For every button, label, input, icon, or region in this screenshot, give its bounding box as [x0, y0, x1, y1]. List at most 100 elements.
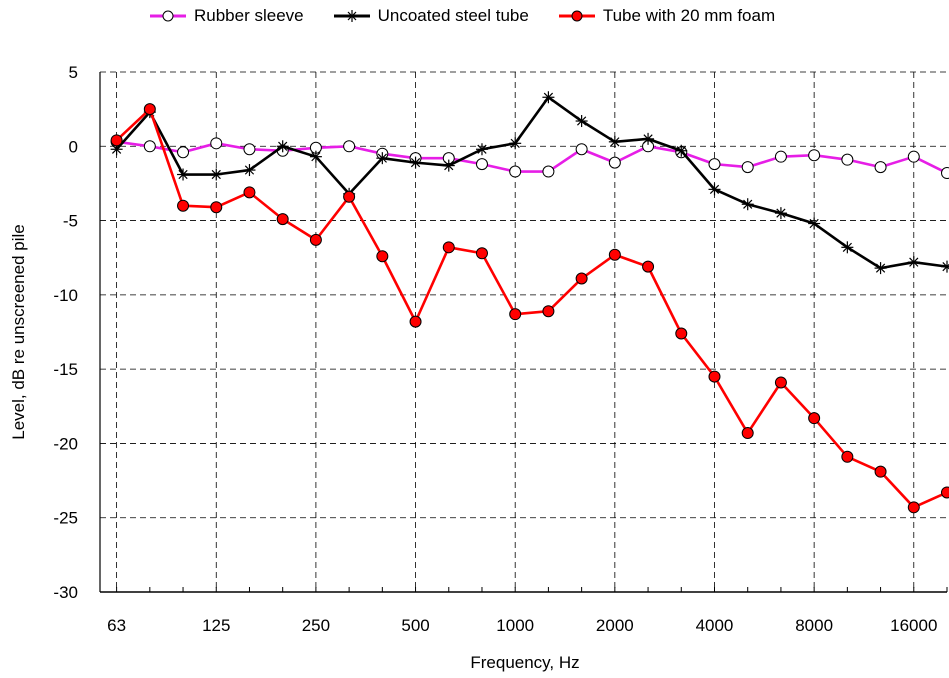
y-tick-label: -5 [63, 212, 78, 231]
asterisk-stroke [278, 141, 288, 151]
x-tick-label: 8000 [795, 616, 833, 635]
data-point [874, 161, 887, 174]
data-point [741, 427, 754, 440]
x-tick-label: 4000 [696, 616, 734, 635]
data-point [907, 150, 920, 163]
data-point [774, 376, 787, 389]
legend-label: Rubber sleeve [194, 6, 304, 25]
asterisk-stroke [410, 158, 421, 168]
series-1 [110, 91, 949, 275]
axes: 5 0 -5 -10 -15 -20 -25 -30 63 125 250 500 1000 2000 40… [53, 63, 948, 635]
data-point [309, 150, 322, 163]
data-point [608, 156, 621, 169]
asterisk-stroke [244, 165, 255, 175]
y-axis-title: Level, dB re unscreened pile [9, 224, 28, 439]
data-point [442, 241, 455, 254]
data-point [808, 412, 821, 425]
grid [100, 71, 947, 592]
legend-item-rubber-sleeve: Rubber sleeve [150, 6, 304, 26]
y-tick-label: 0 [69, 137, 78, 156]
asterisk-stroke [709, 184, 720, 194]
data-point [210, 137, 223, 150]
asterisk-stroke [178, 169, 188, 180]
data-point [675, 327, 688, 340]
data-point [675, 144, 688, 157]
x-tick-label: 2000 [596, 616, 634, 635]
asterisk-stroke [577, 116, 587, 126]
data-point [509, 137, 522, 150]
legend-label: Tube with 20 mm foam [602, 6, 776, 25]
data-point [542, 305, 555, 318]
data-point [243, 164, 256, 177]
asterisk-stroke [610, 137, 620, 147]
data-point [741, 161, 754, 174]
asterisk-stroke [643, 134, 653, 144]
data-point [210, 201, 223, 214]
asterisk-stroke [477, 144, 487, 154]
y-tick-label: -15 [53, 360, 78, 379]
data-point [874, 262, 887, 275]
asterisk-stroke [211, 169, 221, 180]
asterisk-stroke [809, 218, 819, 229]
data-point [243, 186, 256, 199]
series-0 [110, 135, 949, 180]
asterisk-stroke [377, 153, 387, 163]
data-point [575, 143, 588, 156]
legend-marker-open-circle-icon [150, 10, 186, 22]
data-point [475, 158, 488, 171]
data-point [509, 308, 522, 321]
data-point [243, 143, 256, 156]
x-tick-label: 250 [302, 616, 330, 635]
legend-marker-filled-circle-icon [558, 10, 595, 22]
legend-item-tube-foam: Tube with 20 mm foam [558, 6, 776, 26]
asterisk-stroke [909, 257, 919, 267]
data-point [841, 241, 854, 254]
data-point [177, 199, 190, 212]
data-point [642, 260, 655, 273]
data-point [941, 167, 949, 180]
y-tick-label: -30 [53, 583, 78, 602]
data-point [343, 140, 356, 153]
series-2 [110, 103, 949, 514]
data-point [841, 450, 854, 463]
data-point [575, 115, 588, 128]
data-point [210, 168, 223, 181]
x-tick-label: 125 [202, 616, 230, 635]
series-line [115, 95, 948, 270]
data-point [907, 501, 920, 514]
data-point [642, 132, 655, 145]
x-tick-label: 63 [107, 616, 126, 635]
legend-marker-asterisk-icon [333, 10, 370, 22]
data-point [575, 272, 588, 285]
asterisk-stroke [776, 208, 786, 218]
data-point [475, 247, 488, 260]
x-tick-label: 16000 [890, 616, 937, 635]
data-point [774, 207, 787, 220]
data-point [841, 153, 854, 166]
data-point [409, 315, 422, 328]
data-point [475, 143, 488, 156]
x-tick-label: 1000 [496, 616, 534, 635]
asterisk-stroke [676, 146, 686, 156]
data-point [110, 134, 123, 147]
y-tick-label: -10 [53, 286, 78, 305]
data-point [143, 103, 156, 116]
asterisk-stroke [111, 144, 122, 154]
y-tick-label: 5 [69, 63, 78, 82]
data-point [542, 165, 555, 178]
data-point [376, 152, 389, 165]
x-axis-title: Frequency, Hz [470, 653, 579, 672]
data-point [941, 486, 949, 499]
asterisk-stroke [444, 160, 454, 171]
data-point [542, 91, 555, 104]
data-point [276, 140, 289, 153]
legend-item-uncoated-steel-tube: Uncoated steel tube [333, 6, 529, 26]
data-point [376, 250, 389, 263]
data-point [708, 370, 721, 383]
asterisk-stroke [942, 263, 949, 272]
data-point [143, 140, 156, 153]
data-point [409, 156, 422, 169]
series-group [110, 91, 949, 514]
asterisk-stroke [875, 263, 886, 273]
